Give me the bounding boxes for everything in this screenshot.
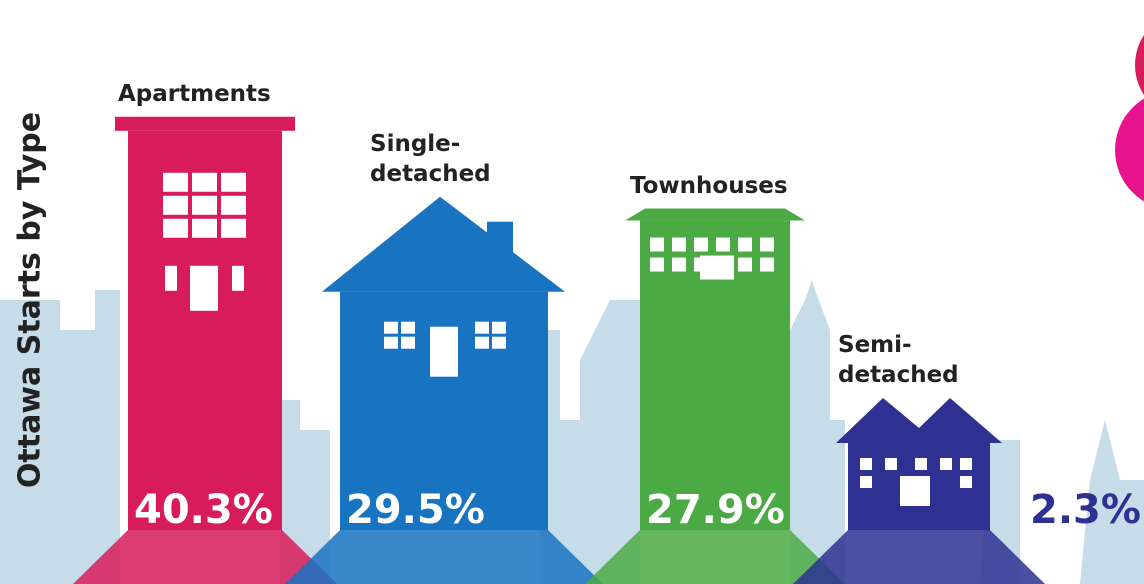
window bbox=[384, 322, 398, 334]
roof bbox=[625, 209, 805, 221]
infographic: Ottawa Starts by Type Apartments 40.3% Sin… bbox=[0, 0, 1144, 584]
window bbox=[650, 258, 664, 272]
window bbox=[672, 258, 686, 272]
window bbox=[760, 258, 774, 272]
window bbox=[384, 337, 398, 349]
window bbox=[221, 219, 246, 238]
window bbox=[165, 266, 177, 291]
value-label: 27.9% bbox=[646, 490, 785, 530]
value-label: 29.5% bbox=[346, 490, 485, 530]
window bbox=[401, 337, 415, 349]
window bbox=[960, 476, 972, 488]
window bbox=[401, 322, 415, 334]
window bbox=[475, 337, 489, 349]
value-label: 40.3% bbox=[134, 490, 273, 530]
decoration bbox=[1115, 90, 1144, 210]
window bbox=[475, 322, 489, 334]
category-label: Apartments bbox=[118, 79, 268, 109]
window bbox=[192, 196, 217, 215]
window bbox=[900, 476, 930, 506]
window bbox=[960, 458, 972, 470]
category-label: Semi-detached bbox=[838, 330, 988, 390]
window bbox=[492, 322, 506, 334]
category-label: Townhouses bbox=[630, 171, 780, 201]
window bbox=[915, 458, 927, 470]
window bbox=[163, 173, 188, 192]
window bbox=[716, 238, 730, 252]
roof bbox=[322, 197, 565, 292]
value-label: 2.3% bbox=[1030, 490, 1141, 530]
window bbox=[860, 458, 872, 470]
window bbox=[760, 238, 774, 252]
window bbox=[430, 327, 458, 377]
window bbox=[738, 258, 752, 272]
window bbox=[650, 238, 664, 252]
window bbox=[192, 173, 217, 192]
window bbox=[232, 266, 244, 291]
window bbox=[700, 256, 734, 280]
window bbox=[492, 337, 506, 349]
roof bbox=[115, 117, 295, 131]
category-label: Single-detached bbox=[370, 129, 520, 189]
window bbox=[940, 458, 952, 470]
chart-title: Ottawa Starts by Type bbox=[13, 112, 48, 488]
roof bbox=[836, 398, 1002, 443]
window bbox=[163, 196, 188, 215]
window bbox=[672, 238, 686, 252]
window bbox=[190, 266, 218, 311]
window bbox=[221, 173, 246, 192]
window bbox=[192, 219, 217, 238]
floor bbox=[285, 530, 603, 584]
window bbox=[885, 458, 897, 470]
window bbox=[738, 238, 752, 252]
window bbox=[694, 238, 708, 252]
window bbox=[860, 476, 872, 488]
window bbox=[221, 196, 246, 215]
window bbox=[163, 219, 188, 238]
